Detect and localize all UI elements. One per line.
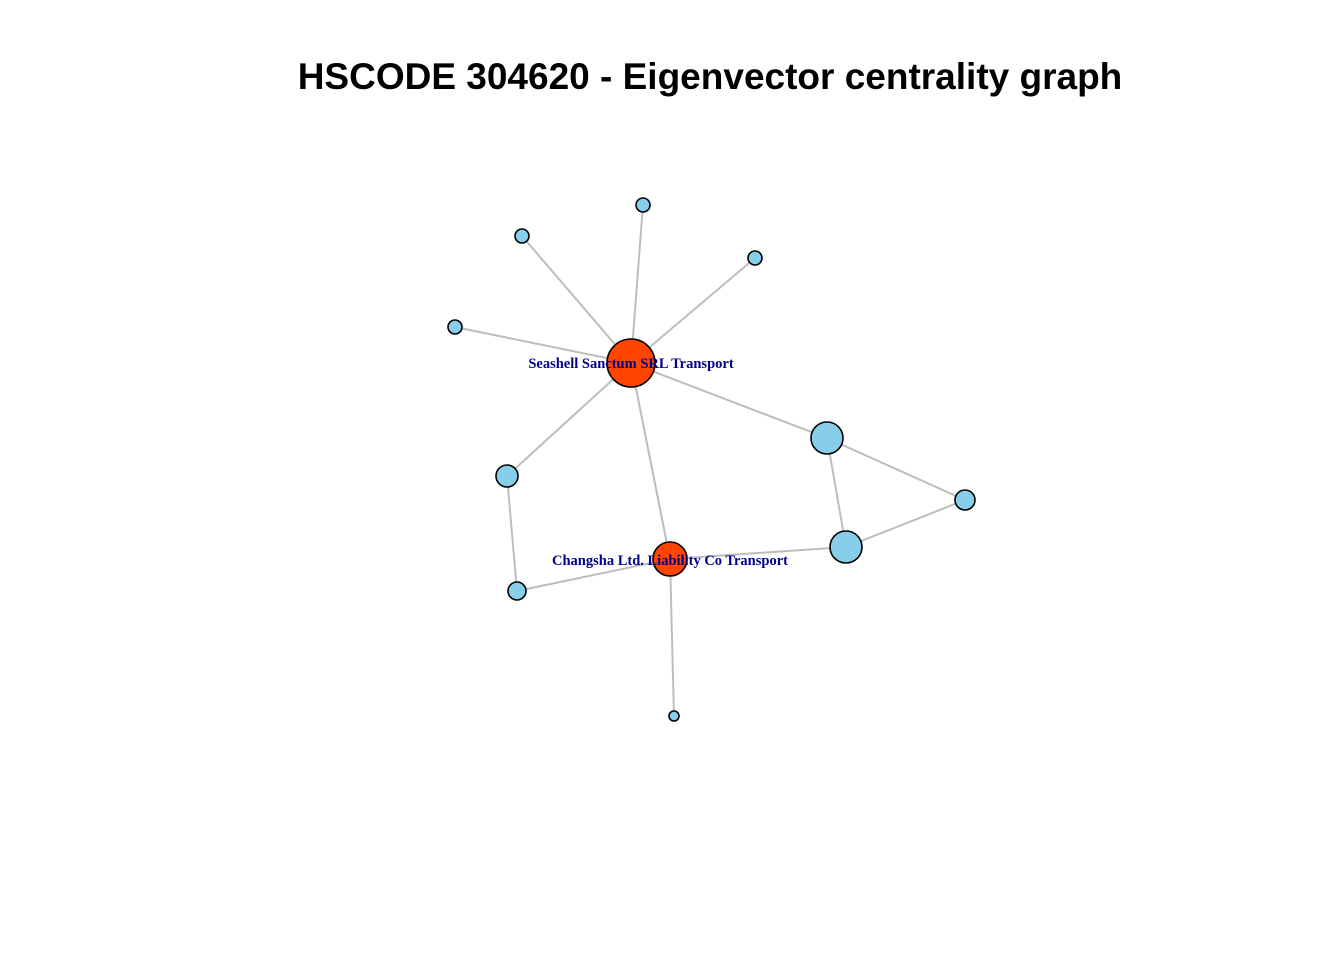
edge-n_right1-n_right2 bbox=[826, 437, 966, 501]
node-changsha bbox=[652, 541, 688, 577]
edge-n_right1-n_right3 bbox=[826, 437, 847, 548]
edge-n_right3-changsha bbox=[669, 546, 847, 560]
edge-seashell-n_top1 bbox=[521, 235, 632, 364]
edge-n_right2-n_right3 bbox=[845, 499, 966, 548]
edge-seashell-n_top3 bbox=[630, 257, 756, 364]
edge-seashell-changsha bbox=[630, 362, 671, 560]
node-n_right1 bbox=[810, 421, 844, 455]
graph-title: HSCODE 304620 - Eigenvector centrality g… bbox=[297, 56, 1123, 97]
edge-seashell-n_left bbox=[454, 326, 632, 364]
node-n_top2 bbox=[635, 197, 651, 213]
edge-n_low_left-changsha bbox=[516, 558, 671, 592]
node-n_right3 bbox=[829, 530, 863, 564]
node-n_low_left bbox=[507, 581, 527, 601]
node-n_mid_left bbox=[495, 464, 519, 488]
edges-layer bbox=[454, 204, 966, 717]
node-n_right2 bbox=[954, 489, 976, 511]
nodes-layer bbox=[447, 197, 976, 722]
node-n_left bbox=[447, 319, 463, 335]
labels-layer: Seashell Sanctum SRL Transport Changsha L… bbox=[528, 356, 788, 569]
edge-n_mid_left-n_low_left bbox=[506, 475, 518, 592]
node-n_top1 bbox=[514, 228, 530, 244]
node-seashell bbox=[606, 338, 656, 388]
node-n_top3 bbox=[747, 250, 763, 266]
node-label-seashell: Seashell Sanctum SRL Transport bbox=[528, 356, 733, 372]
edge-seashell-n_mid_left bbox=[506, 362, 632, 477]
node-label-changsha: Changsha Ltd. Liability Co Transport bbox=[552, 553, 788, 569]
edge-seashell-n_top2 bbox=[630, 204, 644, 364]
edge-changsha-n_bottom bbox=[669, 558, 675, 717]
edge-seashell-n_right1 bbox=[630, 362, 828, 439]
node-n_bottom bbox=[668, 710, 680, 722]
